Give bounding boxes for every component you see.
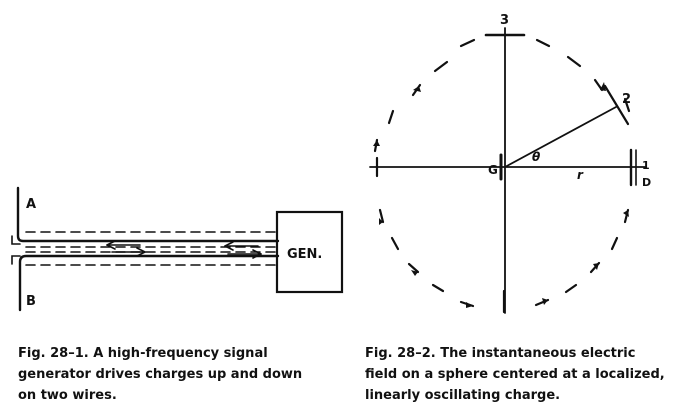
- generator-label: GEN.: [287, 247, 322, 262]
- generator-box: [275, 210, 344, 294]
- caption-line: linearly oscillating charge.: [365, 388, 561, 403]
- fig-28-2-diagram: [369, 27, 646, 314]
- field-vector-2: [603, 84, 630, 126]
- label-1: 1: [642, 159, 650, 172]
- label-2: 2: [622, 92, 631, 107]
- current-arrow-left-2: [224, 241, 259, 251]
- current-arrow-right-1: [111, 247, 146, 257]
- label-g: G: [488, 163, 498, 177]
- fig-28-1-caption: Fig. 28–1. A high-frequency signal gener…: [18, 343, 344, 406]
- label-d: D: [642, 176, 651, 189]
- label-theta: θ: [532, 150, 540, 164]
- caption-line: on two wires.: [18, 388, 117, 403]
- label-r: r: [577, 168, 584, 182]
- caption-line: Fig. 28–2. The instantaneous electric: [365, 346, 636, 361]
- label-b: B: [26, 294, 36, 309]
- label-3: 3: [500, 13, 509, 28]
- wire-a: [16, 186, 280, 243]
- current-arrow-left-1: [106, 240, 141, 250]
- current-arrow-right-2: [227, 249, 262, 259]
- label-a: A: [26, 197, 36, 212]
- caption-line: field on a sphere centered at a localize…: [365, 367, 665, 382]
- caption-line: Fig. 28–1. A high-frequency signal: [18, 346, 268, 361]
- radius-line-2: [504, 106, 617, 168]
- fig-28-1-diagram: [11, 186, 344, 312]
- fig-28-2-caption: Fig. 28–2. The instantaneous electric fi…: [365, 343, 683, 406]
- caption-line: generator drives charges up and down: [18, 367, 303, 382]
- wire-b: [18, 254, 280, 312]
